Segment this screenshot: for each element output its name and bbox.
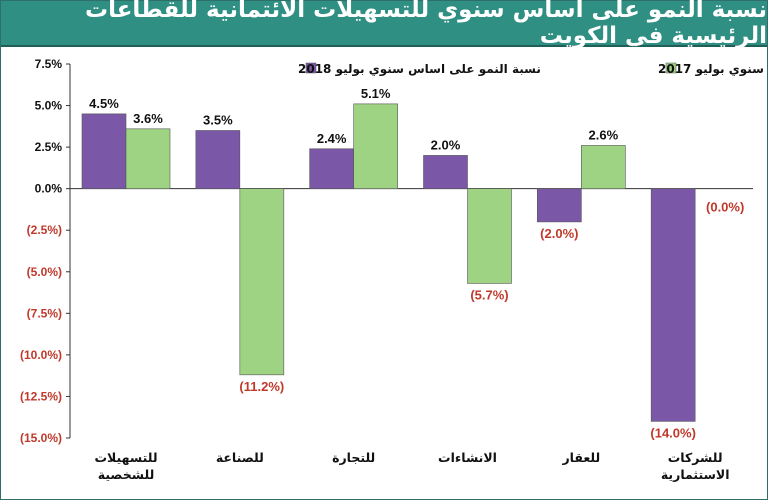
y-tick-label: (12.5%) — [20, 389, 62, 403]
y-tick-label: 2.5% — [35, 140, 63, 154]
y-tick-label: 5.0% — [35, 99, 63, 113]
legend-swatch-2017 — [665, 62, 677, 74]
category-label: للشركات — [668, 450, 723, 465]
data-label: (2.0%) — [540, 226, 578, 241]
data-label: 2.4% — [317, 131, 347, 146]
data-label: (0.0%) — [706, 200, 744, 215]
bar-2018 — [650, 188, 696, 422]
bar-2018 — [81, 113, 127, 189]
bar-2017 — [125, 128, 171, 189]
bar-2018 — [195, 130, 241, 189]
bar-2018 — [537, 188, 582, 223]
data-label: 3.6% — [133, 111, 163, 126]
bar-2018 — [309, 148, 354, 189]
legend-label-2017: نسبة النمو على اساس سنوي بوليو 2017 — [658, 62, 767, 77]
y-tick-label: (2.5%) — [27, 223, 62, 237]
data-label: (14.0%) — [650, 425, 696, 440]
bar-2017 — [581, 145, 626, 189]
category-label: للتجارة — [332, 450, 375, 465]
y-tick-label: (15.0%) — [20, 431, 62, 445]
y-tick-label: (10.0%) — [20, 348, 62, 362]
data-label: (5.7%) — [470, 287, 508, 302]
y-tick-label: (5.0%) — [27, 265, 62, 279]
y-tick-label: (7.5%) — [27, 306, 62, 320]
y-tick-label: 7.5% — [35, 57, 63, 71]
legend-label-2018: نسبة النمو على اساس سنوي بوليو 2018 — [298, 62, 541, 77]
category-label: للصناعة — [216, 450, 264, 465]
category-label: الانشاءات — [438, 450, 497, 465]
category-label: للعقار — [561, 450, 600, 465]
bar-2018 — [423, 155, 468, 189]
bar-2017 — [239, 188, 285, 376]
data-label: 2.0% — [431, 137, 461, 152]
bar-2017 — [353, 103, 398, 189]
data-label: 5.1% — [361, 86, 391, 101]
data-label: 2.6% — [589, 127, 619, 142]
data-label: 3.5% — [203, 112, 233, 127]
data-label: 4.5% — [89, 96, 119, 111]
legend-swatch-2018 — [305, 62, 317, 74]
bar-2017 — [467, 188, 512, 284]
chart-title: نسبة النمو على اساس سنوي للتسهيلات الائت… — [84, 0, 767, 49]
category-label: الاستثمارية — [661, 467, 730, 482]
category-label: للشخصية — [98, 467, 155, 482]
title-bar: نسبة النمو على اساس سنوي للتسهيلات الائت… — [1, 0, 767, 49]
data-label: (11.2%) — [239, 379, 284, 394]
category-label: للتسهيلات — [94, 450, 157, 465]
y-tick-label: 0.0% — [35, 182, 63, 196]
